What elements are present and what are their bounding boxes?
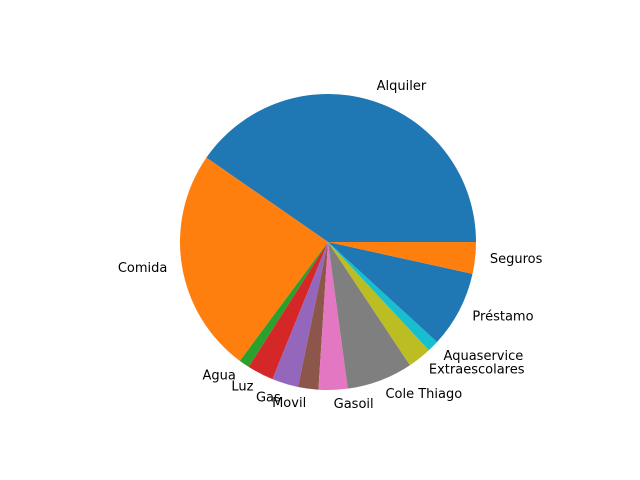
pie-slice-agua bbox=[239, 242, 328, 367]
pie-slice-prestamo bbox=[328, 242, 473, 343]
pie-slice-seguros bbox=[328, 242, 476, 274]
pie-label-seguros: Seguros bbox=[490, 252, 543, 267]
pie-label-aquaservice: Aquaservice bbox=[444, 349, 524, 364]
pie-label-comida: Comida bbox=[118, 261, 168, 276]
pie-slice-alquiler bbox=[206, 93, 476, 242]
pie-slice-luz bbox=[248, 242, 328, 380]
pie-slice-extraescolares bbox=[328, 242, 429, 366]
pie-slice-gas bbox=[272, 242, 328, 387]
pie-label-luz: Luz bbox=[231, 379, 253, 394]
pie-label-prestamo: Préstamo bbox=[472, 310, 533, 325]
pie-slice-gasoil bbox=[318, 242, 348, 391]
pie-label-extraescolares: Extraescolares bbox=[429, 362, 525, 377]
pie-label-gasoil: Gasoil bbox=[334, 397, 374, 412]
pie-slice-movil bbox=[298, 242, 328, 390]
pie-slice-aquaservice bbox=[328, 242, 438, 351]
pie-label-gas: Gas bbox=[256, 390, 281, 405]
pie-slices bbox=[179, 93, 476, 391]
pie-slice-cole-thiago bbox=[328, 242, 410, 389]
pie-label-alquiler: Alquiler bbox=[377, 79, 427, 94]
pie-label-agua: Agua bbox=[202, 369, 235, 384]
pie-slice-comida bbox=[179, 157, 328, 361]
pie-label-cole-thiago: Cole Thiago bbox=[385, 387, 462, 402]
pie-label-movil: Movil bbox=[272, 396, 306, 411]
